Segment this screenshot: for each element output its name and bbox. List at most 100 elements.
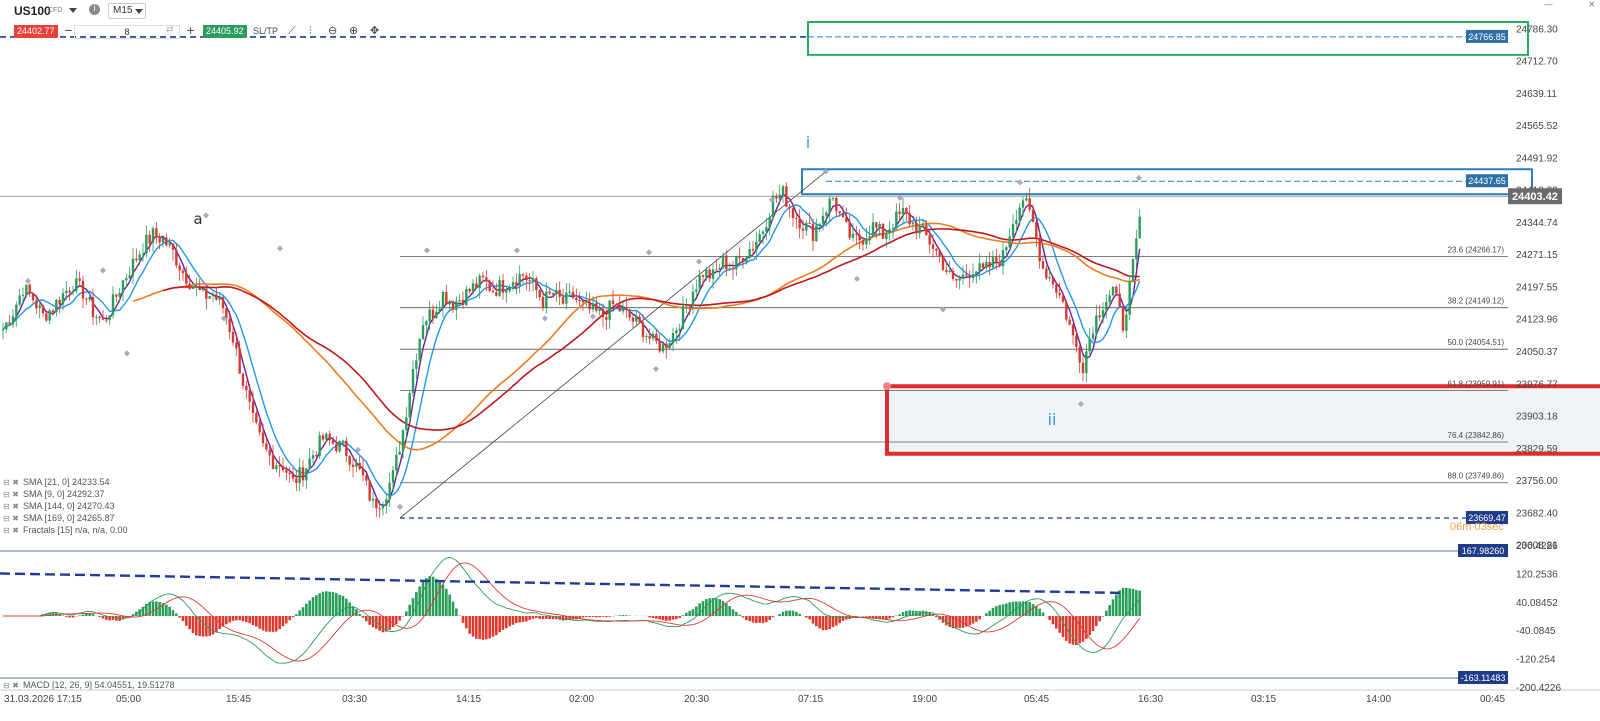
- x-tick-label: 19:00: [912, 694, 937, 705]
- macd-histogram-bar: [988, 610, 991, 616]
- legend-toggle-icon: ⊟ ✖: [3, 478, 19, 487]
- candle-body: [605, 317, 608, 320]
- candle-body: [858, 234, 861, 241]
- macd-histogram-bar: [585, 616, 588, 617]
- macd-histogram-bar: [911, 610, 915, 616]
- price-tag: 24766.85: [1468, 32, 1506, 42]
- legend-toggle-icon: ⊟ ✖: [3, 490, 19, 499]
- candle-body: [541, 297, 545, 308]
- candle-body: [645, 335, 648, 338]
- candle-body: [635, 316, 638, 322]
- candle-body: [445, 291, 448, 305]
- macd-histogram-bar: [818, 616, 821, 629]
- macd-histogram-bar: [278, 616, 281, 630]
- macd-y-tick-label: -120.254: [1516, 655, 1556, 666]
- candle-body: [1031, 209, 1035, 223]
- sltp-button[interactable]: SL/TP: [253, 26, 279, 36]
- line-chart-icon[interactable]: ⟋: [288, 24, 296, 37]
- macd-histogram-bar: [978, 616, 981, 620]
- info-icon[interactable]: i: [89, 4, 100, 15]
- increase-quantity-button[interactable]: +: [186, 24, 196, 37]
- buy-price-button[interactable]: 24405.92: [203, 25, 247, 38]
- macd-histogram-bar: [605, 616, 608, 618]
- macd-histogram-bar: [511, 616, 515, 625]
- candle-body: [681, 305, 685, 329]
- candle-body: [935, 248, 938, 251]
- candle-body: [258, 422, 261, 433]
- candle-body: [175, 249, 178, 266]
- zoom-out-icon[interactable]: ⊖: [328, 24, 338, 37]
- quantity-input[interactable]: 8: [74, 25, 180, 39]
- macd-histogram-bar: [928, 612, 931, 616]
- candle-body: [815, 225, 818, 242]
- zoom-in-icon[interactable]: ⊕: [349, 24, 359, 37]
- macd-histogram-bar: [188, 616, 191, 630]
- candle-body: [368, 480, 371, 501]
- macd-histogram-bar: [265, 616, 268, 632]
- candle-body: [678, 328, 681, 331]
- macd-signal-line: [3, 562, 1141, 662]
- decrease-quantity-button[interactable]: −: [64, 24, 74, 37]
- candle-body: [385, 499, 388, 506]
- candle-body: [81, 280, 85, 299]
- candle-body: [1018, 207, 1021, 221]
- sell-price-button[interactable]: 24402.77: [14, 25, 58, 38]
- macd-histogram-bar: [435, 578, 438, 616]
- macd-histogram-bar: [815, 616, 818, 627]
- close-icon[interactable]: ×: [1588, 0, 1596, 10]
- macd-histogram-bar: [691, 609, 695, 616]
- candle-body: [218, 297, 221, 300]
- candle-body: [855, 233, 858, 235]
- candle-body: [741, 257, 745, 262]
- candle-body: [798, 218, 801, 229]
- macd-histogram-bar: [951, 616, 955, 629]
- y-tick-label: 23976.77: [1516, 379, 1558, 390]
- swap-icon[interactable]: ⇄: [166, 25, 174, 35]
- candle-body: [705, 269, 708, 277]
- crosshair-icon[interactable]: ✥: [370, 24, 380, 37]
- candle-body: [1068, 319, 1071, 325]
- macd-histogram-bar: [301, 607, 305, 616]
- macd-histogram-bar: [465, 616, 468, 629]
- timeframe-select[interactable]: M15: [108, 3, 146, 19]
- candle-body: [558, 289, 561, 297]
- grid: [0, 550, 1508, 679]
- macd-histogram-bar: [971, 616, 975, 624]
- candle-body: [458, 300, 461, 302]
- macd-histogram-bar: [85, 613, 88, 616]
- fractal-marker: ◆: [397, 502, 404, 511]
- candle-body: [738, 256, 741, 258]
- macd-histogram-bar: [1021, 601, 1025, 616]
- candle-body: [685, 305, 688, 307]
- candle-body: [608, 300, 611, 320]
- candle-body: [1061, 295, 1065, 302]
- candle-body: [525, 275, 528, 281]
- fractal-marker: ◆: [823, 167, 830, 176]
- candle-body: [68, 290, 71, 293]
- candle-body: [765, 227, 768, 232]
- macd-tag: -163.11483: [1461, 673, 1506, 683]
- macd-histogram-bar: [131, 614, 135, 616]
- candle-body: [5, 322, 8, 330]
- candle-body: [615, 304, 618, 306]
- candle-body: [365, 475, 368, 481]
- macd-histogram-bar: [765, 616, 768, 623]
- chevron-down-icon[interactable]: [69, 8, 77, 13]
- fractal-marker: ◆: [769, 195, 776, 204]
- candle-body: [328, 433, 331, 441]
- minimize-icon[interactable]: —: [1544, 0, 1553, 10]
- macd-histogram-bar: [831, 616, 835, 628]
- macd-histogram-bar: [431, 576, 435, 616]
- macd-histogram-bar: [748, 616, 751, 622]
- candle-body: [1078, 346, 1081, 363]
- symbol-label[interactable]: US100: [14, 4, 51, 18]
- macd-divergence-trendline: [0, 572, 1126, 595]
- macd-histogram-bar: [555, 616, 558, 620]
- candle-body: [835, 197, 838, 212]
- candle-body: [1051, 276, 1055, 285]
- candle-body: [991, 257, 995, 268]
- macd-histogram-bar: [175, 613, 178, 616]
- macd-histogram-bar: [221, 616, 225, 627]
- candle-type-icon[interactable]: ⫶: [309, 24, 312, 37]
